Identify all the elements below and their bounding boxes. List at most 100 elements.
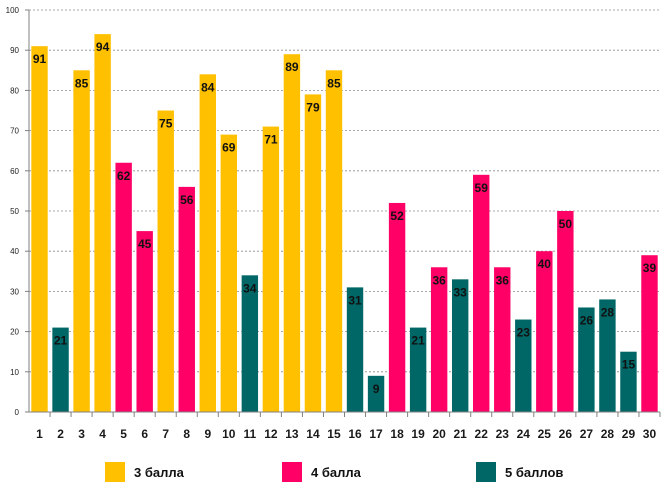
y-tick-label: 30 (10, 287, 19, 296)
data-labels: 91 21 85 94 62 45 75 56 84 69 34 71 89 79 85 31 9 52 21 36 3… (33, 40, 657, 396)
bar-8 (178, 186, 195, 412)
x-tick-label: 22 (475, 427, 489, 441)
x-tick-label: 14 (306, 427, 320, 441)
bars (31, 34, 658, 413)
data-label: 84 (201, 80, 215, 94)
bar-26 (557, 211, 574, 412)
bar-13 (283, 54, 301, 412)
x-tick-label: 26 (559, 427, 573, 441)
bar-1 (31, 46, 48, 413)
bar-9 (199, 74, 216, 412)
data-label: 52 (390, 209, 404, 223)
bar-25 (536, 251, 553, 412)
x-tick-label: 30 (643, 427, 657, 441)
bar-19 (409, 327, 427, 412)
data-label: 28 (601, 305, 615, 319)
data-label: 79 (306, 100, 320, 114)
bar-23 (494, 267, 511, 412)
y-axis-ticks: 0 10 20 30 40 50 60 70 80 90 100 (6, 6, 29, 417)
data-label: 39 (643, 261, 657, 275)
data-label: 36 (496, 273, 510, 287)
x-tick-label: 3 (78, 427, 85, 441)
y-tick-label: 0 (15, 408, 20, 417)
data-label: 71 (264, 133, 278, 147)
legend-swatch-3 (105, 462, 125, 482)
bar-11 (241, 275, 259, 412)
bar-12 (262, 126, 280, 412)
y-tick-label: 50 (10, 207, 19, 216)
data-label: 85 (327, 76, 341, 90)
bar-5 (115, 162, 132, 412)
data-label: 36 (432, 273, 446, 287)
bar-4 (94, 34, 111, 413)
bar-20 (430, 267, 448, 412)
x-tick-label: 19 (411, 427, 425, 441)
bar-15 (325, 70, 343, 413)
data-label: 23 (517, 326, 531, 340)
x-tick-label: 20 (432, 427, 446, 441)
legend-swatch-5 (476, 462, 496, 482)
data-label: 56 (180, 193, 194, 207)
bar-6 (136, 231, 153, 412)
legend-label-3: 3 балла (134, 464, 184, 480)
data-label: 33 (454, 285, 468, 299)
legend-item-4: 4 балла (282, 462, 361, 482)
legend-item-5: 5 баллов (476, 462, 563, 482)
bar-21 (451, 279, 469, 412)
x-tick-label: 10 (222, 427, 236, 441)
x-tick-label: 5 (120, 427, 127, 441)
y-tick-label: 20 (10, 328, 19, 337)
bar-10 (220, 134, 238, 412)
bar-22 (473, 174, 490, 412)
y-tick-label: 80 (10, 86, 19, 95)
data-label: 85 (75, 76, 89, 90)
x-tick-label: 25 (538, 427, 552, 441)
x-tick-label: 12 (264, 427, 278, 441)
x-tick-label: 2 (57, 427, 64, 441)
x-tick-label: 23 (496, 427, 510, 441)
gridlines (29, 9, 660, 373)
data-label: 26 (580, 313, 594, 327)
bar-28 (599, 299, 616, 412)
data-label: 9 (373, 382, 380, 396)
x-tick-label: 15 (327, 427, 341, 441)
bar-14 (304, 94, 322, 413)
data-label: 31 (348, 293, 362, 307)
legend-swatch-4 (282, 462, 302, 482)
bar-16 (346, 287, 364, 412)
x-tick-label: 16 (348, 427, 362, 441)
x-tick-label: 13 (285, 427, 299, 441)
x-tick-label: 24 (517, 427, 531, 441)
data-label: 50 (559, 217, 573, 231)
data-label: 75 (159, 117, 173, 131)
data-label: 59 (475, 181, 489, 195)
x-tick-label: 17 (369, 427, 383, 441)
data-label: 21 (411, 334, 425, 348)
x-tick-label: 6 (141, 427, 148, 441)
bar-24 (515, 319, 532, 412)
data-label: 89 (285, 60, 299, 74)
y-tick-label: 60 (10, 167, 19, 176)
x-tick-label: 29 (622, 427, 636, 441)
x-tick-label: 4 (99, 427, 106, 441)
x-tick-label: 18 (390, 427, 404, 441)
data-label: 21 (54, 334, 68, 348)
data-label: 15 (622, 358, 636, 372)
x-tick-label: 9 (204, 427, 211, 441)
y-tick-label: 10 (10, 368, 19, 377)
x-tick-label: 8 (183, 427, 190, 441)
data-label: 34 (243, 281, 257, 295)
bar-2 (52, 327, 69, 412)
data-label: 94 (96, 40, 110, 54)
y-tick-label: 70 (10, 127, 19, 136)
y-tick-label: 40 (10, 247, 19, 256)
legend-label-4: 4 балла (311, 464, 361, 480)
bar-18 (388, 202, 406, 412)
y-tick-label: 90 (10, 46, 19, 55)
bar-17 (367, 375, 385, 412)
data-label: 69 (222, 141, 236, 155)
x-tick-label: 1 (36, 427, 43, 441)
legend-item-3: 3 балла (105, 462, 184, 482)
data-label: 62 (117, 169, 131, 183)
